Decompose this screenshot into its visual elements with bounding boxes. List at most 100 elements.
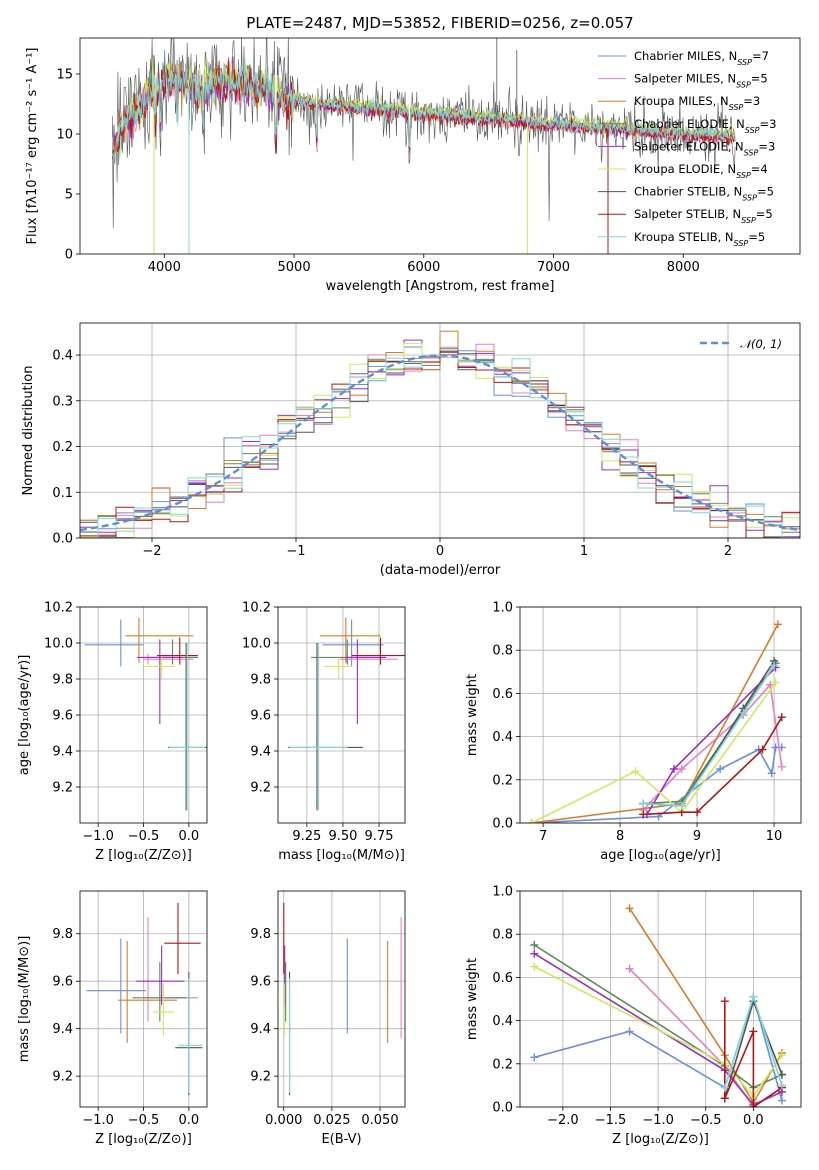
data-point bbox=[677, 801, 686, 810]
axes-frame bbox=[277, 606, 406, 824]
data-point bbox=[625, 964, 634, 973]
axes-frame bbox=[79, 890, 208, 1108]
y-tick-label: 9.2 bbox=[52, 1070, 73, 1085]
x-tick-label: 0.025 bbox=[313, 1113, 350, 1128]
data-point bbox=[720, 1083, 729, 1092]
x-tick-label: −1.5 bbox=[595, 1113, 627, 1128]
data-point bbox=[777, 713, 786, 722]
y-tick-label: 5 bbox=[65, 188, 73, 203]
legend-label: Kroupa ELODIE, NSSP=4 bbox=[634, 162, 768, 180]
x-tick-label: 8 bbox=[616, 829, 624, 844]
chart-title-spectrum: PLATE=2487, MJD=53852, FIBERID=0256, z=0… bbox=[246, 14, 633, 32]
data-point bbox=[669, 765, 678, 773]
y-axis-label: Normed distribution bbox=[21, 366, 36, 496]
data-point bbox=[766, 680, 775, 689]
x-axis-label: wavelength [Angstrom, rest frame] bbox=[326, 279, 555, 294]
axes-frame bbox=[519, 606, 802, 824]
y-tick-label: 0.8 bbox=[492, 928, 513, 943]
y-axis-label: Flux [fλ10⁻¹⁷ erg cm⁻² s⁻¹ A⁻¹] bbox=[25, 48, 40, 245]
data-point bbox=[749, 992, 758, 1001]
series-line bbox=[531, 623, 779, 823]
y-axis-label: age [log₁₀(age/yr)] bbox=[17, 655, 32, 776]
series-line bbox=[531, 746, 782, 823]
y-tick-label: 10.2 bbox=[242, 601, 271, 616]
x-tick-label: −0.5 bbox=[128, 829, 160, 844]
y-tick-label: 0.3 bbox=[52, 394, 73, 409]
x-tick-label: 0.0 bbox=[179, 829, 200, 844]
x-tick-label: 9.75 bbox=[365, 829, 394, 844]
y-tick-label: 0.0 bbox=[492, 1101, 513, 1116]
legend-label: Salpeter MILES, NSSP=5 bbox=[634, 72, 768, 90]
data-point bbox=[749, 1027, 758, 1036]
plot-area bbox=[283, 902, 402, 1096]
y-tick-label: 9.4 bbox=[52, 745, 73, 760]
y-tick-label: 0.2 bbox=[492, 773, 513, 788]
x-axis-label: Z [log₁₀(Z/Z⊙)] bbox=[95, 848, 192, 863]
y-tick-label: 10.2 bbox=[44, 601, 73, 616]
spectrum-line bbox=[112, 57, 736, 160]
normal-curve bbox=[80, 354, 800, 532]
axes-weight-vs-age: 7 8 9 10 0.0 0.2 0.4 0.6 0.8 1.0 age [log₁₀(age/yr… bbox=[465, 601, 802, 863]
x-tick-label: 5000 bbox=[278, 260, 311, 275]
data-point bbox=[639, 810, 648, 819]
y-tick-label: 1.0 bbox=[492, 601, 513, 616]
series-line bbox=[643, 716, 783, 816]
x-tick-label: 0 bbox=[436, 544, 444, 559]
data-point bbox=[739, 708, 748, 717]
data-point bbox=[777, 1081, 786, 1090]
x-tick-label: 1 bbox=[580, 544, 588, 559]
x-tick-label: −1.0 bbox=[82, 1113, 114, 1128]
data-point bbox=[767, 769, 776, 778]
y-tick-label: 0.4 bbox=[492, 1014, 513, 1029]
x-tick-label: 0.050 bbox=[361, 1113, 398, 1128]
y-tick-label: 9.8 bbox=[250, 673, 271, 688]
x-axis-label: mass [log₁₀(M/M⊙)] bbox=[278, 848, 405, 863]
histogram-step bbox=[80, 354, 800, 538]
data-point bbox=[771, 678, 780, 687]
data-point bbox=[625, 904, 634, 913]
data-point bbox=[720, 1094, 729, 1103]
x-tick-label: 7000 bbox=[537, 260, 570, 275]
y-tick-label: 0.6 bbox=[492, 971, 513, 986]
axes-mass-vs-Z: −1.0 −0.5 0.0 9.2 9.4 9.6 9.8 Z [log₁₀(Z/Z⊙)] ma… bbox=[17, 890, 208, 1147]
data-point bbox=[716, 765, 725, 773]
y-tick-label: 9.2 bbox=[250, 1070, 271, 1085]
data-point bbox=[527, 819, 536, 823]
x-tick-label: −1.0 bbox=[82, 829, 114, 844]
legend-label: Kroupa MILES, NSSP=3 bbox=[634, 94, 760, 112]
data-point bbox=[777, 1096, 786, 1105]
y-tick-label: 9.6 bbox=[52, 975, 73, 990]
x-tick-label: 0.000 bbox=[265, 1113, 302, 1128]
x-tick-label: 0.0 bbox=[743, 1113, 764, 1128]
y-tick-label: 9.8 bbox=[52, 927, 73, 942]
y-tick-label: 9.4 bbox=[52, 1022, 73, 1037]
y-tick-label: 0.8 bbox=[492, 644, 513, 659]
y-tick-label: 0 bbox=[65, 248, 73, 263]
y-tick-label: 9.4 bbox=[250, 1022, 271, 1037]
x-tick-label: 9 bbox=[693, 829, 701, 844]
x-tick-label: 2 bbox=[724, 544, 732, 559]
y-tick-label: 9.6 bbox=[250, 709, 271, 724]
data-point bbox=[631, 767, 640, 776]
data-point bbox=[720, 997, 729, 1006]
legend-label: 𝒩(0, 1) bbox=[740, 337, 782, 351]
data-point bbox=[530, 949, 539, 958]
y-tick-label: 0.1 bbox=[52, 486, 73, 501]
series-line bbox=[533, 952, 783, 1106]
x-tick-label: 4000 bbox=[148, 260, 181, 275]
series-line bbox=[533, 944, 783, 1089]
data-point bbox=[758, 745, 767, 754]
data-point bbox=[530, 941, 539, 949]
axes-age-vs-Z: −1.0 −0.5 0.0 9.2 9.4 9.6 9.8 10.0 10.2 Z [log₁₀(… bbox=[17, 601, 208, 863]
data-point bbox=[749, 1103, 758, 1107]
y-axis-label: mass [log₁₀(M/M⊙)] bbox=[17, 936, 32, 1063]
y-tick-label: 9.6 bbox=[250, 975, 271, 990]
axes-mass-vs-ebv: 0.000 0.025 0.050 9.2 9.4 9.6 9.8 E(B-V) bbox=[250, 890, 406, 1147]
x-tick-label: 7 bbox=[539, 829, 547, 844]
x-tick-label: −0.5 bbox=[128, 1113, 160, 1128]
y-tick-label: 1.0 bbox=[492, 885, 513, 900]
y-tick-label: 9.4 bbox=[250, 745, 271, 760]
x-axis-label: Z [log₁₀(Z/Z⊙)] bbox=[95, 1132, 192, 1147]
series-line bbox=[533, 965, 783, 1098]
legend-label: Chabrier STELIB, NSSP=5 bbox=[634, 185, 774, 203]
